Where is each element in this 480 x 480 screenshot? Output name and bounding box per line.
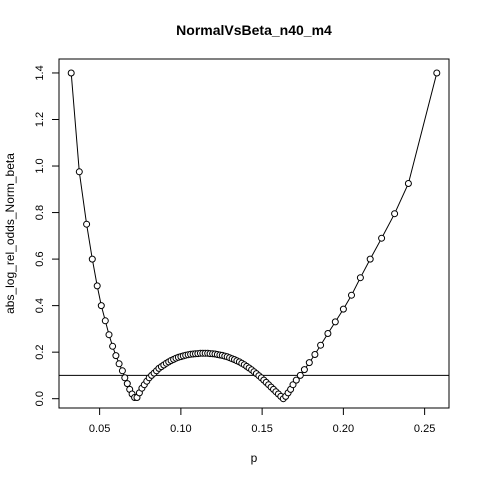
x-tick-label: 0.10	[170, 423, 191, 435]
data-point	[391, 210, 399, 218]
y-axis: 0.0 0.2 0.4 0.6 0.8 1.0 1.2 1.4	[34, 65, 60, 406]
data-point	[101, 317, 109, 325]
x-axis-label: p	[251, 451, 258, 465]
data-point	[289, 381, 297, 389]
data-point	[305, 359, 313, 367]
data-point	[296, 371, 304, 379]
y-tick-label: 0.8	[34, 205, 46, 220]
series-points	[67, 69, 441, 403]
data-point	[356, 274, 364, 282]
data-point	[292, 376, 300, 384]
x-tick-label: 0.25	[414, 423, 435, 435]
data-point	[83, 220, 91, 228]
x-axis: 0.05 0.10 0.15 0.20 0.25	[89, 407, 435, 435]
data-point	[88, 255, 96, 263]
data-point	[317, 341, 325, 349]
y-tick-label: 0.0	[34, 391, 46, 406]
data-point	[433, 69, 441, 77]
data-point	[348, 291, 355, 299]
data-point	[331, 318, 339, 326]
y-axis-label: abs_log_rel_odds_Norm_beta	[3, 153, 17, 314]
x-tick-label: 0.15	[251, 423, 272, 435]
data-point	[300, 366, 308, 374]
data-point	[109, 342, 117, 350]
data-point	[404, 180, 412, 187]
data-point	[67, 69, 75, 77]
data-point	[112, 352, 120, 360]
data-point	[115, 360, 123, 368]
data-point	[121, 374, 129, 382]
data-point	[339, 305, 347, 313]
y-tick-label: 0.6	[34, 251, 46, 266]
data-point	[93, 282, 101, 290]
y-tick-label: 0.2	[34, 345, 46, 360]
data-point	[366, 255, 374, 263]
data-point	[75, 168, 83, 176]
data-point	[324, 330, 332, 337]
y-tick-label: 1.2	[34, 112, 46, 127]
data-point	[378, 234, 386, 242]
data-point	[123, 380, 131, 388]
data-point	[118, 367, 126, 375]
x-tick-label: 0.20	[333, 423, 354, 435]
data-point	[311, 351, 319, 358]
y-tick-label: 1.0	[34, 158, 46, 173]
y-tick-label: 1.4	[34, 65, 46, 80]
chart-title: NormalVsBeta_n40_m4	[176, 22, 332, 38]
data-point	[97, 302, 105, 310]
data-point	[105, 331, 113, 339]
x-tick-label: 0.05	[89, 423, 110, 435]
y-tick-label: 0.4	[34, 298, 46, 313]
